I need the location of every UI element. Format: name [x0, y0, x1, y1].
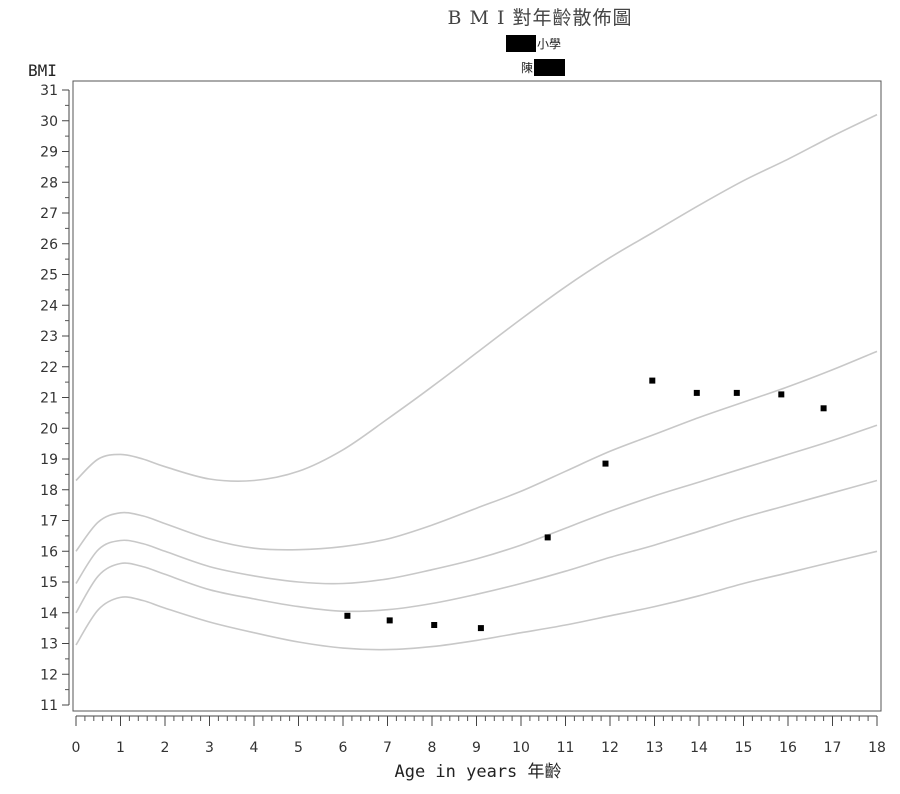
y-tick-label: 16: [40, 544, 58, 560]
data-point: [344, 612, 351, 619]
reference-curve-5: [75, 550, 878, 651]
data-point: [778, 391, 785, 398]
x-tick-label: 16: [779, 740, 797, 756]
x-tick-label: 17: [824, 740, 842, 756]
reference-curves: [75, 113, 878, 651]
chart-subtitle-name: 陳: [521, 61, 533, 75]
chart-title: B M I 對年齡散佈圖: [447, 7, 632, 29]
y-tick-label: 30: [40, 114, 58, 130]
data-points: [344, 377, 827, 632]
y-tick-label: 20: [40, 421, 58, 437]
x-tick-label: 4: [250, 740, 259, 756]
x-axis: 0 1 2 3 4 5 6 7 8 9 10 11 12 13 14 15 16 17 18: [72, 715, 886, 756]
y-tick-label: 13: [40, 637, 58, 653]
y-tick-label: 29: [40, 145, 58, 161]
redaction-block-name: [534, 59, 565, 76]
x-tick-label: 9: [472, 740, 481, 756]
x-tick-label: 18: [868, 740, 886, 756]
data-point: [820, 405, 827, 412]
y-tick-label: 18: [40, 483, 58, 499]
data-point: [649, 377, 656, 384]
redaction-block-school: [506, 35, 536, 52]
y-tick-label: 26: [40, 237, 58, 253]
x-tick-label: 8: [428, 740, 437, 756]
x-tick-label: 2: [161, 740, 170, 756]
reference-curve-3: [75, 424, 878, 585]
y-tick-label: 11: [40, 698, 58, 714]
y-tick-label: 28: [40, 175, 58, 191]
x-tick-label: 14: [690, 740, 708, 756]
chart-subtitle-school: 小學: [537, 37, 561, 51]
y-tick-label: 27: [40, 206, 58, 222]
x-tick-label: 6: [339, 740, 348, 756]
y-tick-label: 31: [40, 83, 58, 99]
x-tick-label: 11: [557, 740, 575, 756]
x-tick-label: 1: [116, 740, 125, 756]
x-tick-label: 0: [72, 740, 81, 756]
x-tick-label: 3: [205, 740, 214, 756]
reference-curve-4: [75, 479, 878, 614]
y-tick-label: 19: [40, 452, 58, 468]
y-tick-label: 14: [40, 606, 58, 622]
y-tick-label: 17: [40, 514, 58, 530]
y-tick-label: 25: [40, 268, 58, 284]
data-point: [431, 622, 438, 628]
y-tick-label: 23: [40, 329, 58, 345]
y-tick-label: 12: [40, 667, 58, 683]
x-tick-label: 15: [735, 740, 753, 756]
data-point: [733, 389, 740, 396]
data-point: [602, 460, 609, 467]
y-tick-label: 15: [40, 575, 58, 591]
data-point: [386, 617, 393, 624]
data-point: [693, 389, 700, 396]
x-tick-label: 13: [646, 740, 664, 756]
data-point: [477, 625, 484, 632]
x-tick-label: 5: [294, 740, 303, 756]
y-axis: 11 12 13 14 15 16 17 18 19 20 21 22 23 24 25 26 27 28 29 30…: [40, 83, 70, 714]
y-tick-label: 21: [40, 391, 58, 407]
x-tick-label: 10: [512, 740, 530, 756]
x-axis-label: Age in years 年齡: [394, 762, 561, 782]
x-tick-label: 12: [601, 740, 619, 756]
x-tick-label: 7: [383, 740, 392, 756]
data-point: [544, 534, 551, 541]
plot-frame: [72, 80, 882, 712]
y-axis-label: BMI: [28, 61, 57, 80]
y-tick-label: 22: [40, 360, 58, 376]
reference-curve-1: [75, 113, 878, 483]
y-tick-label: 24: [40, 298, 58, 314]
reference-curve-2: [75, 350, 878, 552]
